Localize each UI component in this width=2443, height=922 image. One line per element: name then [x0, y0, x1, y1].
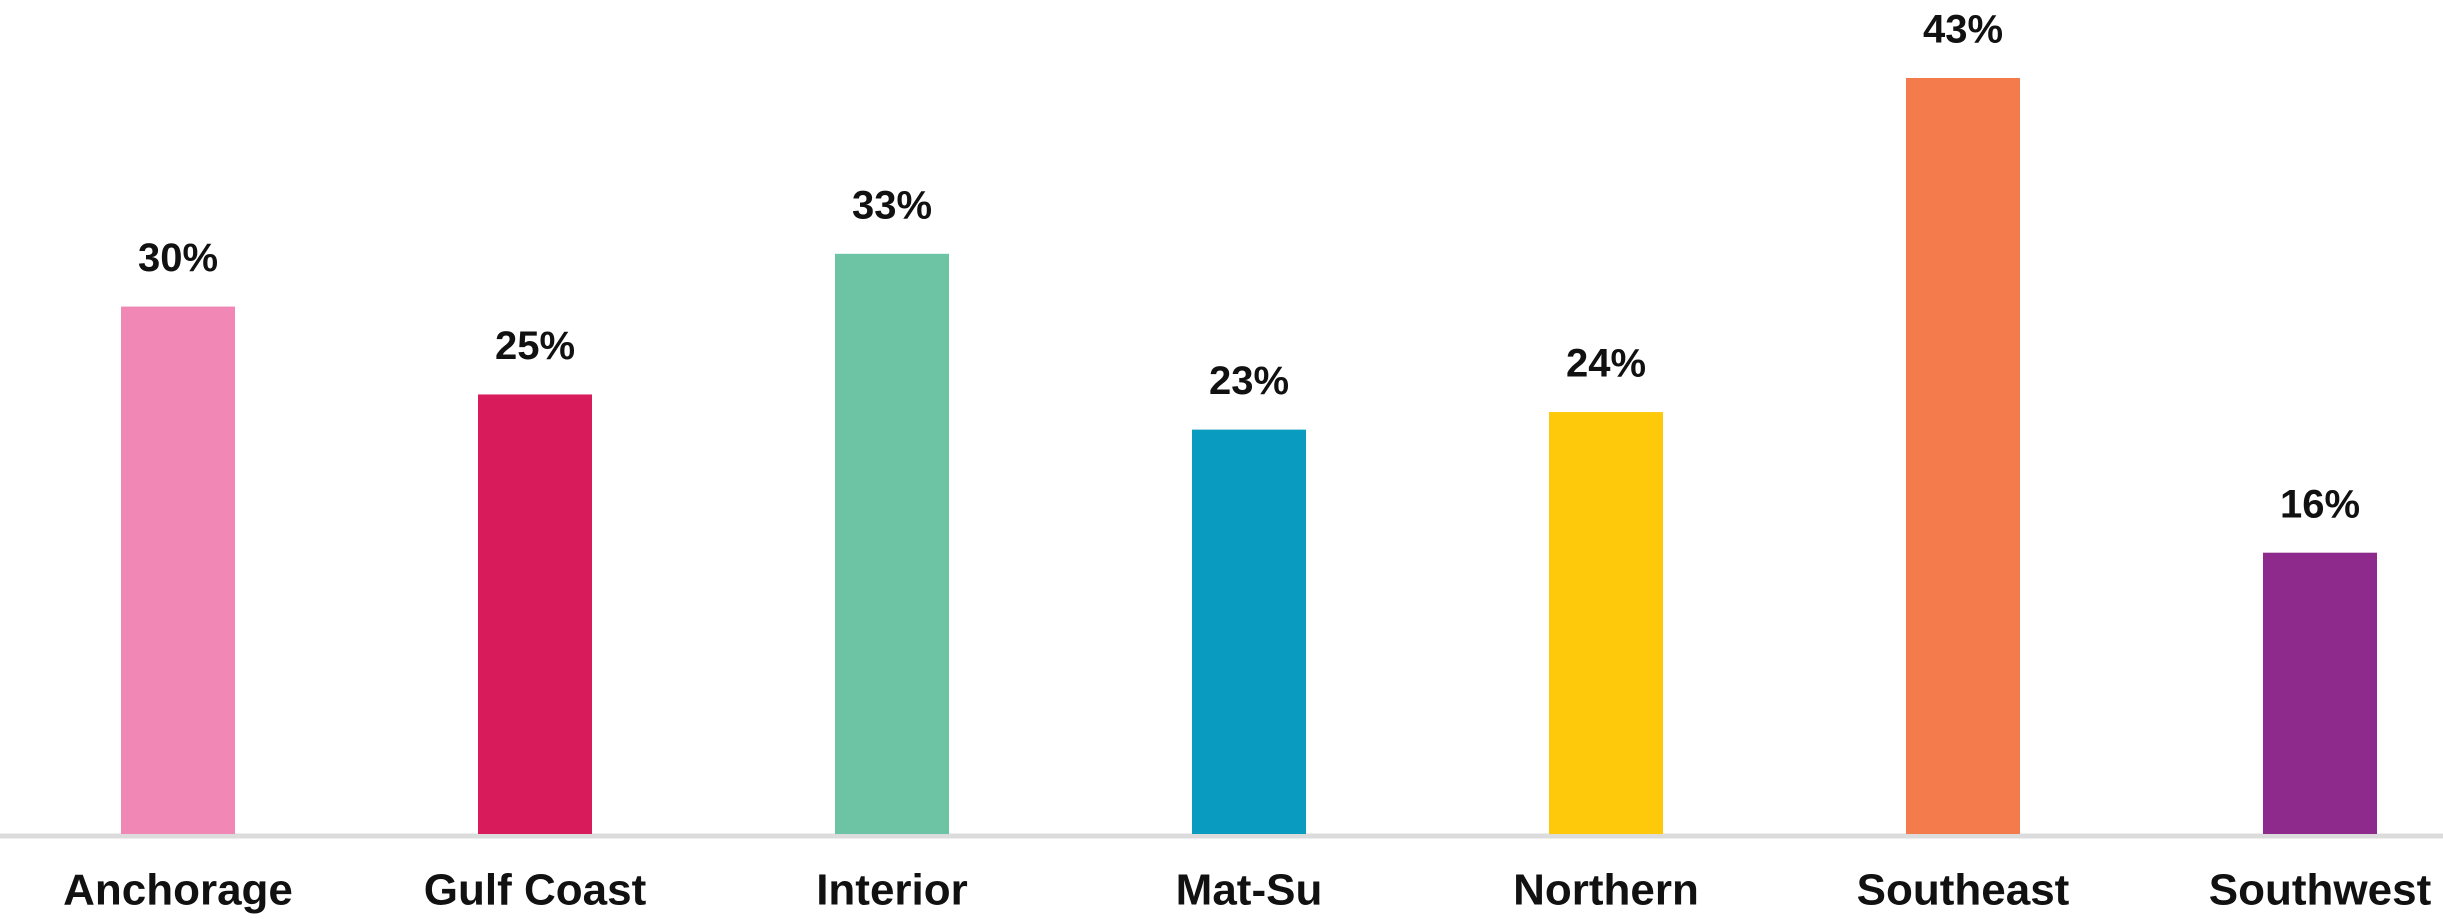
bar: [1906, 78, 2020, 834]
bar: [2263, 552, 2377, 834]
bar: [478, 394, 592, 834]
x-tick-label: Southwest: [2209, 866, 2432, 915]
value-label: 23%: [1209, 359, 1289, 403]
value-label: 24%: [1566, 342, 1646, 386]
x-tick-label: Gulf Coast: [424, 866, 647, 915]
x-tick-label: Anchorage: [63, 866, 293, 915]
x-tick-label: Northern: [1513, 866, 1699, 915]
value-label: 25%: [495, 324, 575, 368]
bar: [121, 306, 235, 835]
bar: [1549, 412, 1663, 834]
value-label: 16%: [2280, 482, 2360, 526]
bar: [1192, 429, 1306, 834]
value-label: 33%: [852, 183, 932, 227]
value-label: 30%: [138, 236, 218, 280]
bar: [835, 253, 949, 834]
x-tick-label: Mat-Su: [1176, 866, 1323, 915]
x-tick-label: Southeast: [1857, 866, 2070, 915]
x-tick-label: Interior: [816, 866, 968, 915]
value-label: 43%: [1923, 8, 2003, 52]
